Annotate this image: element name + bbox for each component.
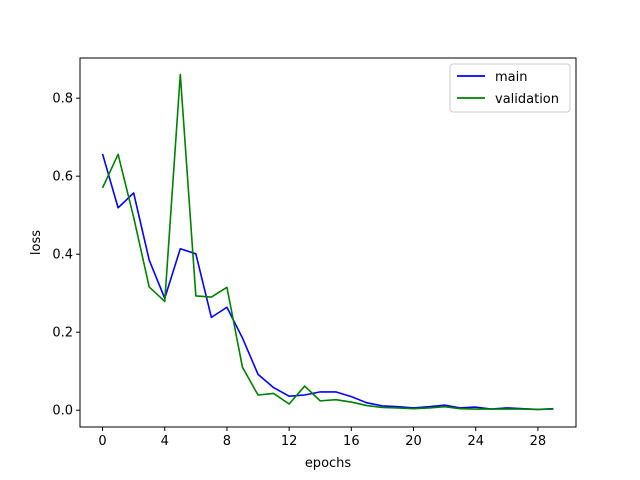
y-tick-label: 0.0 <box>52 404 73 419</box>
x-axis-label: epochs <box>305 456 352 471</box>
x-tick-label: 4 <box>161 434 169 449</box>
series-line-validation <box>101 73 554 411</box>
legend-label-main: main <box>495 70 527 85</box>
x-tick-label: 0 <box>98 434 106 449</box>
legend-label-validation: validation <box>495 92 559 107</box>
x-tick-label: 12 <box>281 434 298 449</box>
y-tick-label: 0.2 <box>52 326 73 341</box>
y-axis-label: loss <box>29 230 44 255</box>
x-tick-label: 24 <box>467 434 484 449</box>
series-line-main <box>101 153 554 411</box>
x-tick-label: 28 <box>530 434 547 449</box>
x-tick-label: 20 <box>405 434 422 449</box>
x-tick-label: 16 <box>343 434 360 449</box>
axes-frame <box>79 57 577 428</box>
y-tick-label: 0.4 <box>52 248 73 263</box>
legend: main validation <box>449 63 571 113</box>
x-tick-label: 8 <box>223 434 231 449</box>
y-tick-label: 0.6 <box>52 170 73 185</box>
y-tick-label: 0.8 <box>52 92 73 107</box>
